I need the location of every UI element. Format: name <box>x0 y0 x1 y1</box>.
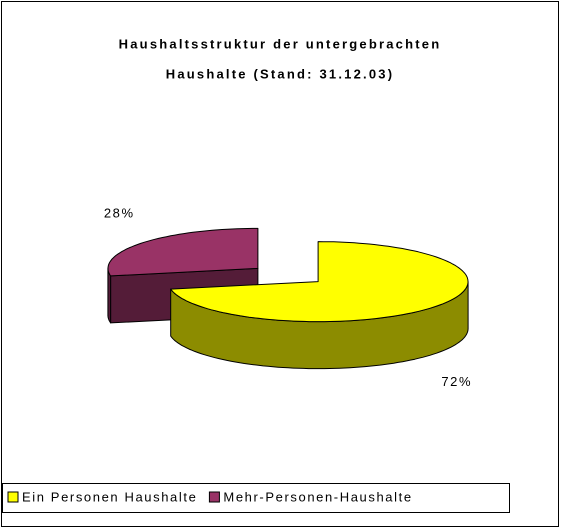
chart-title: Haushaltsstruktur der untergebrachten <box>119 36 442 51</box>
pie-slice <box>170 241 469 323</box>
legend-swatch <box>208 491 220 503</box>
pie-slice-side <box>107 267 112 324</box>
legend-label: Mehr-Personen-Haushalte <box>223 489 412 504</box>
legend-label: Ein Personen Haushalte <box>22 489 197 504</box>
legend-swatch <box>7 491 19 503</box>
chart-title: Haushalte (Stand: 31.12.03) <box>166 66 394 81</box>
pie-slice <box>107 227 259 277</box>
legend-box <box>2 483 510 513</box>
data-label: 72% <box>441 374 472 389</box>
data-label: 28% <box>104 206 135 221</box>
